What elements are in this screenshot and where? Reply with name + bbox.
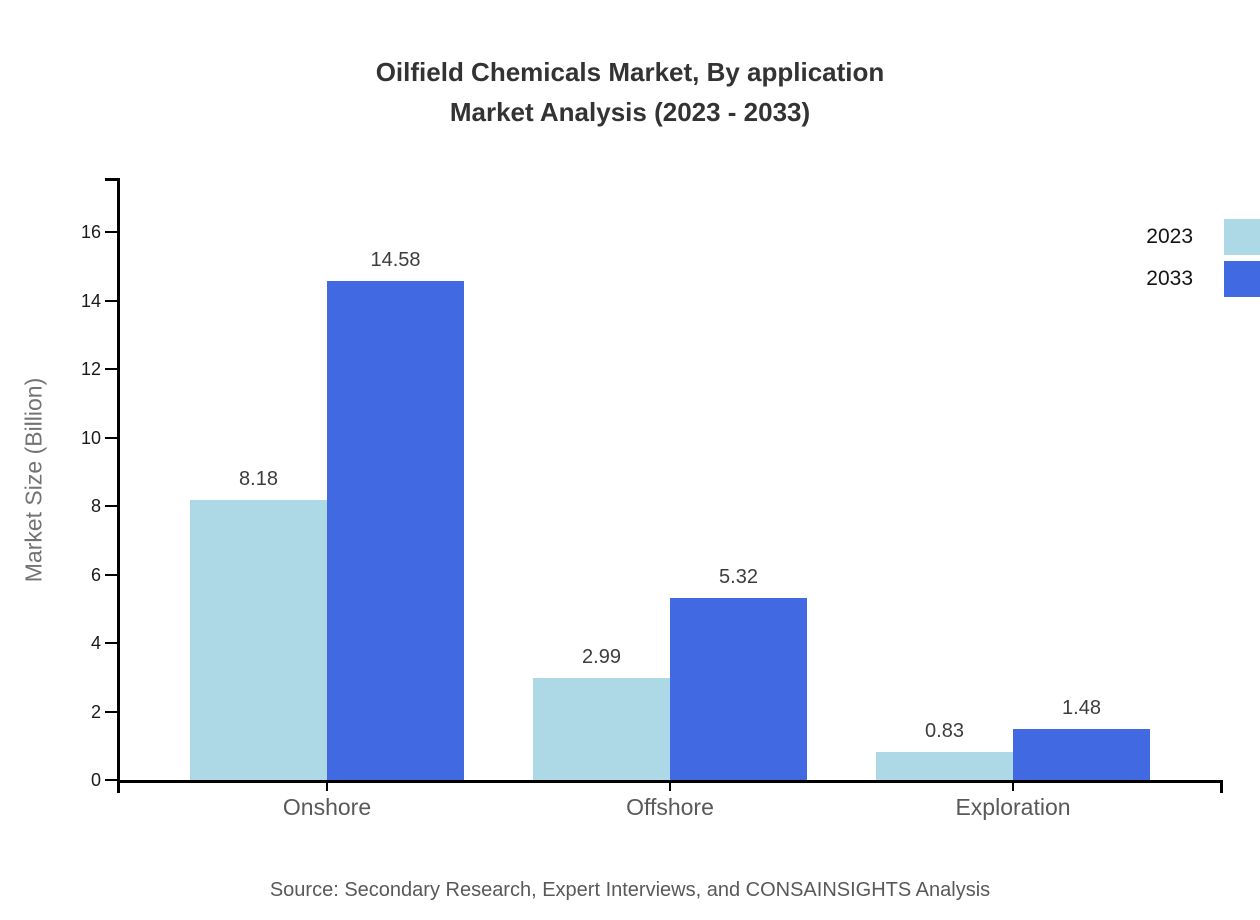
- y-axis-title: Market Size (Billion): [20, 377, 47, 583]
- bar-2023-offshore: [533, 677, 670, 780]
- legend-label-2023: 2023: [1146, 225, 1193, 248]
- bar-2033-exploration: [1013, 729, 1150, 780]
- y-tick: [105, 368, 117, 370]
- legend-swatch-2023: [1224, 219, 1260, 255]
- y-tick-label: 2: [90, 701, 101, 722]
- y-tick-label: 16: [80, 222, 101, 242]
- bar-2023-onshore: [190, 499, 327, 780]
- x-tick: [669, 780, 671, 791]
- chart-title-line1: Oilfield Chemicals Market, By applicatio…: [375, 57, 885, 87]
- y-tick: [105, 642, 117, 644]
- legend: 2023 2033: [1146, 219, 1260, 303]
- y-tick: [105, 505, 117, 507]
- y-tick-label: 8: [90, 496, 101, 516]
- y-tick-label: 0: [90, 770, 101, 790]
- x-axis-left-cap-tick: [117, 780, 120, 793]
- chart-title-line2: Market Analysis (2023 - 2033): [449, 97, 811, 127]
- y-tick: [105, 710, 117, 713]
- y-tick: [105, 299, 117, 302]
- value-label: 2.99: [582, 645, 621, 668]
- y-tick-label: 6: [90, 564, 101, 585]
- source-note: Source: Secondary Research, Expert Inter…: [269, 879, 991, 901]
- x-tick: [326, 780, 328, 791]
- x-tick: [1012, 780, 1014, 791]
- value-label: 5.32: [719, 565, 758, 588]
- value-label: 0.83: [925, 719, 964, 742]
- legend-swatch-2033: [1224, 261, 1260, 297]
- value-label: 8.18: [239, 467, 278, 490]
- y-tick: [105, 436, 117, 439]
- y-tick: [105, 573, 117, 576]
- legend-row-2033: 2033: [1146, 261, 1260, 297]
- y-tick-label: 12: [80, 359, 101, 379]
- y-tick: [105, 779, 117, 781]
- y-tick-label: 4: [90, 633, 101, 653]
- y-tick-label: 10: [80, 427, 101, 448]
- x-tick-label: Onshore: [282, 794, 372, 820]
- legend-label-2033: 2033: [1146, 267, 1193, 290]
- legend-row-2023: 2023: [1146, 219, 1260, 255]
- value-label: 1.48: [1062, 697, 1101, 720]
- y-tick: [105, 231, 117, 233]
- x-tick-label: Offshore: [626, 794, 714, 820]
- x-tick-label: Exploration: [955, 794, 1071, 820]
- y-axis-top-cap-tick: [105, 178, 117, 181]
- x-axis-right-cap-tick: [1220, 780, 1223, 793]
- value-label: 14.58: [370, 248, 421, 271]
- bar-2033-offshore: [670, 597, 807, 780]
- y-axis-line: [117, 178, 120, 780]
- y-tick-label: 14: [80, 290, 101, 311]
- bar-2033-onshore: [327, 280, 464, 780]
- bar-2023-exploration: [876, 751, 1013, 780]
- chart-title: Oilfield Chemicals Market, By applicatio…: [0, 52, 1260, 132]
